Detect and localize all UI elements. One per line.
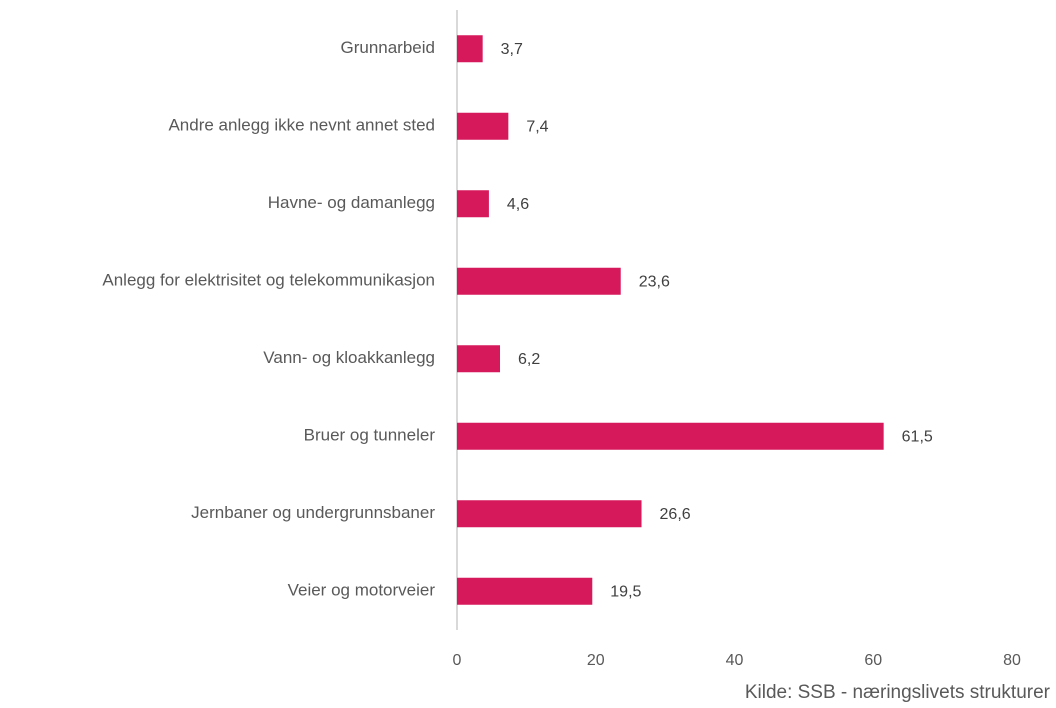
bar <box>457 345 501 373</box>
value-label: 6,2 <box>518 351 540 368</box>
value-label: 19,5 <box>610 583 641 600</box>
bar <box>457 190 489 218</box>
y-category-label: Vann- og kloakkanlegg <box>263 348 435 367</box>
y-category-label: Bruer og tunneler <box>304 426 436 445</box>
y-category-label: Havne- og damanlegg <box>268 193 435 212</box>
y-category-label: Anlegg for elektrisitet og telekommunika… <box>102 271 435 290</box>
x-tick-label: 60 <box>864 652 882 669</box>
bar <box>457 112 509 140</box>
y-category-label: Andre anlegg ikke nevnt annet sted <box>168 116 435 135</box>
y-category-label: Jernbaner og undergrunnsbaner <box>191 503 435 522</box>
x-tick-label: 0 <box>453 652 462 669</box>
x-tick-label: 40 <box>726 652 744 669</box>
bar <box>457 422 884 450</box>
value-label: 23,6 <box>639 273 670 290</box>
x-tick-label: 20 <box>587 652 605 669</box>
x-tick-label: 80 <box>1003 652 1021 669</box>
value-label: 4,6 <box>507 196 529 213</box>
bar <box>457 500 642 528</box>
value-label: 7,4 <box>526 118 548 135</box>
bar <box>457 267 621 295</box>
source-note: Kilde: SSB - næringslivets strukturer <box>745 682 1051 703</box>
bar <box>457 35 483 63</box>
y-category-label: Veier og motorveier <box>288 581 436 600</box>
y-category-label: Grunnarbeid <box>340 38 435 57</box>
value-label: 61,5 <box>902 428 933 445</box>
bar <box>457 577 593 605</box>
value-label: 3,7 <box>501 41 523 58</box>
value-label: 26,6 <box>660 506 691 523</box>
